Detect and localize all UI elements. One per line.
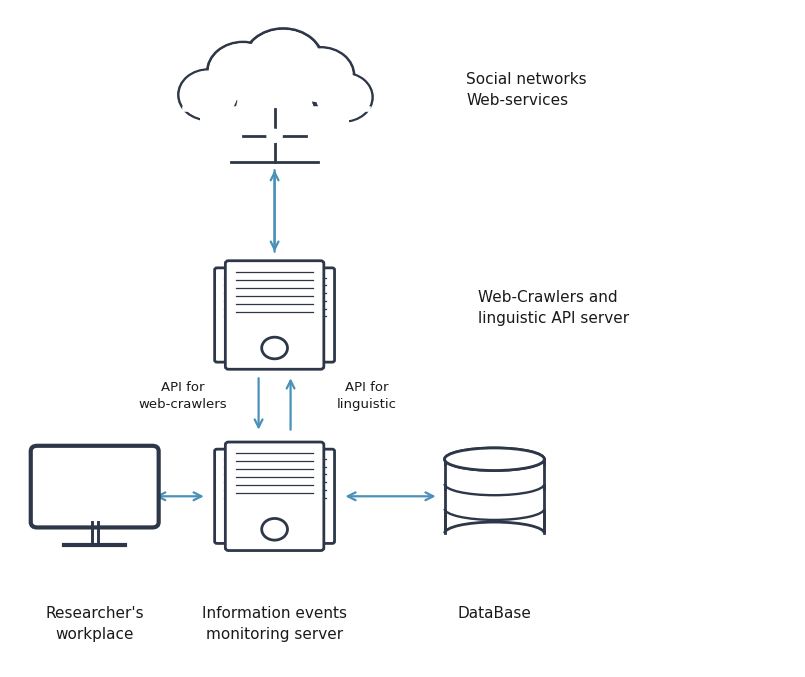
Bar [436,491,552,508]
Ellipse shape [444,522,544,544]
Text: Web-Crawlers and
linguistic API server: Web-Crawlers and linguistic API server [478,290,630,326]
Circle shape [207,42,279,102]
FancyBboxPatch shape [249,268,335,362]
Circle shape [246,30,321,94]
FancyBboxPatch shape [249,449,335,544]
Text: API for
linguistic: API for linguistic [336,380,397,410]
Text: Information events
monitoring server: Information events monitoring server [202,606,347,642]
Circle shape [234,75,315,143]
Circle shape [289,49,352,102]
Ellipse shape [444,448,544,471]
FancyBboxPatch shape [225,442,324,550]
FancyBboxPatch shape [225,261,324,369]
Bar [436,466,552,484]
Circle shape [315,73,373,121]
Circle shape [237,77,312,141]
Text: API for
web-crawlers: API for web-crawlers [138,380,227,410]
FancyBboxPatch shape [200,107,349,148]
FancyBboxPatch shape [215,449,300,544]
Circle shape [287,47,354,104]
Ellipse shape [444,448,544,471]
Text: DataBase: DataBase [457,607,531,621]
FancyBboxPatch shape [31,445,159,527]
Bar [436,533,552,548]
Circle shape [316,74,371,120]
Circle shape [268,130,282,141]
Circle shape [209,44,276,100]
FancyBboxPatch shape [215,268,300,362]
Text: Social networks
Web-services: Social networks Web-services [466,72,587,108]
Circle shape [179,70,238,120]
Circle shape [180,71,237,118]
Text: Researcher's
workplace: Researcher's workplace [45,606,144,642]
Circle shape [243,28,324,96]
Bar [444,459,544,533]
